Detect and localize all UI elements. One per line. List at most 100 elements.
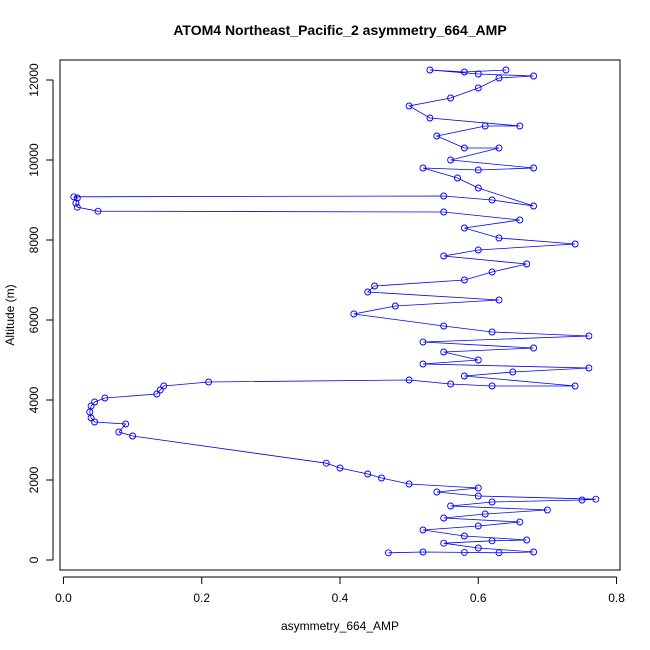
data-point [205,378,213,386]
data-point [530,164,538,172]
data-point [495,296,503,304]
data-point [160,382,168,390]
data-point [94,207,102,215]
data-point [440,539,448,547]
y-tick-label: 0 [27,556,41,563]
data-point [530,202,538,210]
data-point [474,184,482,192]
data-point [426,114,434,122]
data-point [364,470,372,478]
data-point [433,488,441,496]
data-layer [70,66,600,557]
data-point [474,246,482,254]
data-point [72,199,80,207]
chart-title: ATOM4 Northeast_Pacific_2 asymmetry_664_… [173,22,506,38]
data-point [440,208,448,216]
x-tick-label: 0.8 [608,591,625,605]
data-point [460,532,468,540]
data-point [440,514,448,522]
data-point [156,386,164,394]
data-point [543,506,551,514]
data-point [585,332,593,340]
data-point [419,548,427,556]
data-point [488,498,496,506]
y-axis-label: Altitude (m) [3,284,17,345]
data-point [322,459,330,467]
data-point [405,376,413,384]
data-point [516,518,524,526]
data-point [474,84,482,92]
data-point [460,372,468,380]
y-tick-label: 6000 [27,306,41,333]
data-point [523,260,531,268]
data-point [530,344,538,352]
data-point [578,496,586,504]
data-point [440,192,448,200]
data-point [592,495,600,503]
data-point [405,102,413,110]
data-point [153,390,161,398]
data-point [336,464,344,472]
y-tick-label: 8000 [27,226,41,253]
data-point [474,166,482,174]
y-tick-label: 12000 [27,63,41,97]
data-point [495,144,503,152]
data-point [440,348,448,356]
data-point [530,72,538,80]
data-point [460,548,468,556]
data-point [101,394,109,402]
data-point [447,94,455,102]
data-point [488,382,496,390]
y-tick-label: 2000 [27,466,41,493]
data-point [495,234,503,242]
data-point [454,174,461,182]
data-point [115,428,123,436]
y-axis: 0 2000 4000 6000 8000 10000 12000 [27,63,54,563]
data-point [488,196,496,204]
data-point [460,68,468,76]
data-point [460,276,468,284]
data-point [384,549,392,557]
data-point [488,328,496,336]
data-point [129,432,137,440]
x-axis-label: asymmetry_664_AMP [281,619,399,633]
data-point [474,484,482,492]
series-line [73,69,596,554]
data-point [530,548,538,556]
data-point [474,492,482,500]
data-point [440,322,448,330]
data-point [495,74,503,82]
data-point [433,132,441,140]
data-point [571,382,579,390]
data-point [440,252,448,260]
data-point [516,122,524,130]
data-point [516,216,524,224]
data-point [87,402,95,410]
x-tick-label: 0.6 [470,591,487,605]
data-point [419,526,427,534]
data-point [474,522,482,530]
data-point [91,418,99,426]
x-tick-label: 0.4 [332,591,349,605]
data-point [474,356,482,364]
data-point [474,70,482,78]
data-point [585,364,593,372]
y-tick-label: 4000 [27,386,41,413]
data-point [426,66,434,74]
x-tick-label: 0.0 [55,591,72,605]
data-point [405,480,413,488]
data-point [419,360,427,368]
data-point [419,164,427,172]
data-point [378,474,385,482]
data-point [474,544,482,552]
data-point [460,144,468,152]
data-point [481,122,489,130]
data-point [502,66,510,74]
data-point [481,510,489,518]
data-point [571,240,579,248]
data-point [509,368,517,376]
plot-frame [59,59,621,571]
data-point [371,282,379,290]
data-point [460,224,468,232]
